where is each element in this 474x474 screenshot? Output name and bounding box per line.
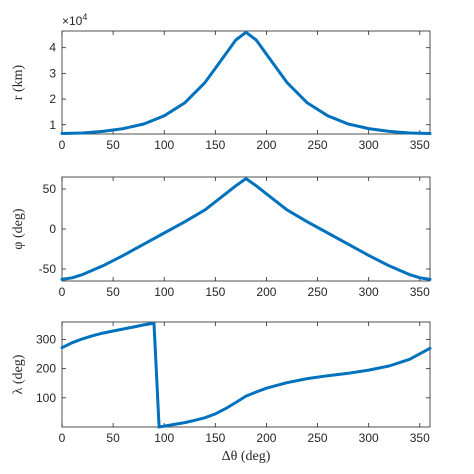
series-line-phi-0 (60, 177, 432, 281)
y-tick-label-r: 1 (49, 118, 56, 132)
y-axis-label-lambda: λ (deg) (11, 354, 26, 394)
axes-box-lambda (61, 321, 431, 428)
x-tick-label-phi: 100 (154, 285, 174, 299)
x-tick-label-r: 50 (106, 138, 120, 152)
y-tick-label-r: 2 (49, 92, 56, 106)
x-tick-label-phi: 350 (410, 285, 430, 299)
axes-box-phi (61, 176, 431, 282)
x-tick-label-lambda: 300 (359, 431, 379, 445)
y-tick-label-phi: -50 (39, 262, 57, 276)
x-tick-label-r: 300 (359, 138, 379, 152)
y-tick-label-r: 4 (49, 41, 56, 55)
x-tick-label-lambda: 350 (410, 431, 430, 445)
x-tick-label-r: 150 (205, 138, 225, 152)
y-tick-label-phi: 50 (43, 182, 57, 196)
x-tick-label-phi: 50 (106, 285, 120, 299)
y-multiplier-r: ×104 (62, 12, 87, 28)
x-tick-label-r: 0 (59, 138, 66, 152)
y-axis-label-r: r (km) (11, 64, 26, 100)
x-tick-label-r: 250 (308, 138, 328, 152)
series-line-r-0 (60, 30, 432, 135)
y-tick-label-phi: 0 (49, 222, 56, 236)
y-tick-label-lambda: 200 (36, 362, 56, 376)
x-tick-label-r: 350 (410, 138, 430, 152)
x-tick-label-phi: 200 (256, 285, 276, 299)
x-tick-label-phi: 300 (359, 285, 379, 299)
y-axis-label-phi: φ (deg) (11, 208, 26, 249)
x-tick-label-lambda: 200 (256, 431, 276, 445)
x-tick-label-lambda: 150 (205, 431, 225, 445)
x-tick-label-lambda: 100 (154, 431, 174, 445)
x-tick-label-phi: 0 (59, 285, 66, 299)
y-multiplier-exponent: 4 (82, 12, 87, 22)
y-tick-label-lambda: 100 (36, 391, 56, 405)
x-tick-label-lambda: 50 (106, 431, 120, 445)
x-tick-label-phi: 250 (308, 285, 328, 299)
x-tick-label-lambda: 0 (59, 431, 66, 445)
x-tick-label-r: 100 (154, 138, 174, 152)
axes-box-r (61, 30, 431, 135)
x-tick-label-r: 200 (256, 138, 276, 152)
series-line-lambda-0 (60, 322, 432, 429)
y-tick-label-lambda: 300 (36, 333, 56, 347)
y-tick-label-r: 3 (49, 66, 56, 80)
x-tick-label-lambda: 250 (308, 431, 328, 445)
x-axis-label-lambda: Δθ (deg) (222, 449, 271, 464)
x-tick-label-phi: 150 (205, 285, 225, 299)
